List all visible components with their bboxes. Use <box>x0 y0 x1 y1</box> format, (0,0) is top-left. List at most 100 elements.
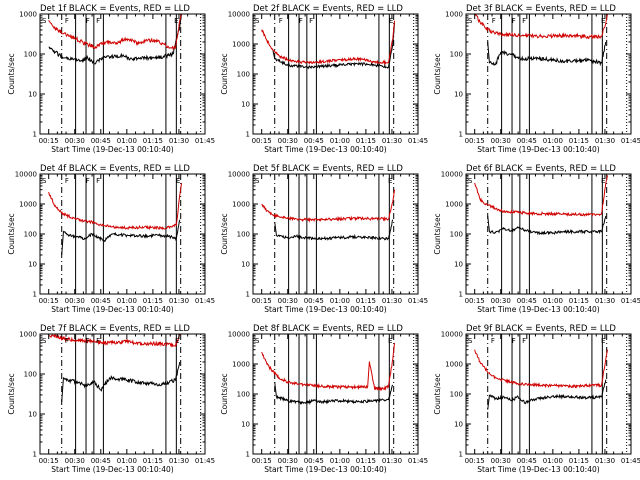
start-marker-label: S <box>468 17 473 25</box>
y-tick-label: 100 <box>24 231 37 239</box>
x-axis-label: Start Time (19-Dec-13 00:10:40) <box>264 465 386 474</box>
start-marker-label: S <box>255 17 260 25</box>
series-events-line <box>487 41 607 67</box>
marker-label: E <box>176 177 180 185</box>
y-tick-label: 1 <box>459 131 463 139</box>
series-lld-line <box>48 182 183 231</box>
panel-title: Det 4f BLACK = Events, RED = LLD <box>40 164 190 174</box>
x-tick-label: 00:30 <box>491 137 511 145</box>
x-tick-label: 01:30 <box>595 137 615 145</box>
series-events-line <box>274 219 394 241</box>
y-tick-label: 10 <box>28 411 37 419</box>
y-tick-label: 1000 <box>19 331 37 339</box>
x-tick-label: 01:15 <box>569 457 589 465</box>
y-axis-label: Counts/sec <box>220 213 229 254</box>
x-tick-label: 00:15 <box>39 297 59 305</box>
x-tick-label: 00:30 <box>278 297 298 305</box>
panel-title: Det 2f BLACK = Events, RED = LLD <box>253 4 403 14</box>
marker-label: F <box>299 17 303 25</box>
x-tick-label: 00:15 <box>252 137 272 145</box>
plot-area <box>261 334 415 454</box>
y-tick-label: 10 <box>28 261 37 269</box>
x-tick-label: 01:00 <box>117 457 137 465</box>
x-axis-label: Start Time (19-Dec-13 00:10:40) <box>477 305 599 314</box>
marker-label: F <box>86 177 90 185</box>
x-tick-label: 01:30 <box>382 297 402 305</box>
series-lld-line <box>48 14 183 50</box>
marker-label: E <box>388 337 392 345</box>
panel-title: Det 5f BLACK = Events, RED = LLD <box>253 164 403 174</box>
x-tick-label: 01:00 <box>543 297 563 305</box>
series-lld-line <box>474 175 609 217</box>
y-tick-label: 10 <box>28 91 37 99</box>
panel-title: Det 7f BLACK = Events, RED = LLD <box>40 324 190 334</box>
plot-area <box>261 174 415 294</box>
y-axis-label: Counts/sec <box>7 53 16 94</box>
y-tick-label: 1000 <box>445 201 463 209</box>
y-tick-label: 1 <box>33 451 37 459</box>
y-tick-label: 10000 <box>228 11 250 19</box>
x-tick-label: 00:30 <box>491 297 511 305</box>
x-tick-label: 01:15 <box>143 297 163 305</box>
x-tick-label: 01:45 <box>408 297 428 305</box>
marker-label: E <box>601 337 605 345</box>
x-axis-label: Start Time (19-Dec-13 00:10:40) <box>51 145 173 154</box>
y-tick-label: 1000 <box>232 201 250 209</box>
start-marker-label: S <box>42 17 47 25</box>
series-lld-line <box>261 20 396 66</box>
x-tick-label: 00:15 <box>465 137 485 145</box>
x-tick-label: 01:15 <box>356 457 376 465</box>
y-tick-label: 100 <box>24 371 37 379</box>
marker-label: F <box>86 17 90 25</box>
series-events-line <box>61 361 181 402</box>
y-tick-label: 100 <box>450 391 463 399</box>
y-tick-label: 100 <box>237 71 250 79</box>
x-tick-label: 00:15 <box>39 457 59 465</box>
x-tick-label: 01:15 <box>143 457 163 465</box>
x-tick-label: 01:45 <box>195 137 215 145</box>
x-axis-label: Start Time (19-Dec-13 00:10:40) <box>264 305 386 314</box>
plot-area <box>48 174 202 294</box>
axes-frame <box>39 13 206 135</box>
marker-label: F <box>512 17 516 25</box>
y-tick-label: 10 <box>241 101 250 109</box>
x-tick-label: 00:30 <box>65 457 85 465</box>
x-tick-label: 00:45 <box>517 137 537 145</box>
x-tick-label: 01:30 <box>382 137 402 145</box>
y-axis-label: Counts/sec <box>220 373 229 414</box>
x-tick-label: 00:15 <box>465 457 485 465</box>
start-marker-label: S <box>468 177 473 185</box>
y-axis-label: Counts/sec <box>433 213 442 254</box>
marker-label: F <box>522 337 526 345</box>
y-tick-label: 10000 <box>228 331 250 339</box>
x-tick-label: 00:30 <box>491 457 511 465</box>
y-tick-label: 10 <box>241 421 250 429</box>
marker-label: F <box>65 337 69 345</box>
x-tick-label: 01:00 <box>117 297 137 305</box>
x-tick-label: 01:30 <box>169 297 189 305</box>
x-tick-label: 00:45 <box>517 297 537 305</box>
marker-label: F <box>65 177 69 185</box>
x-tick-label: 01:45 <box>621 137 640 145</box>
y-tick-label: 10000 <box>15 171 37 179</box>
y-tick-label: 1000 <box>19 11 37 19</box>
marker-label: E <box>174 17 178 25</box>
y-tick-label: 100 <box>237 391 250 399</box>
x-tick-label: 01:00 <box>330 297 350 305</box>
x-tick-label: 01:15 <box>143 137 163 145</box>
plot-area <box>261 14 415 134</box>
marker-label: F <box>86 337 90 345</box>
x-tick-label: 00:45 <box>304 137 324 145</box>
marker-label: F <box>96 177 100 185</box>
panel-8: Det 8f BLACK = Events, RED = LLD E S 1 10 100… <box>220 324 428 474</box>
y-axis-label: Counts/sec <box>7 213 16 254</box>
panel-title: Det 3f BLACK = Events, RED = LLD <box>466 4 616 14</box>
y-tick-label: 1000 <box>232 361 250 369</box>
x-tick-label: 01:00 <box>543 137 563 145</box>
marker-label: F <box>491 337 495 345</box>
y-tick-label: 1 <box>459 451 463 459</box>
y-tick-label: 1000 <box>445 361 463 369</box>
